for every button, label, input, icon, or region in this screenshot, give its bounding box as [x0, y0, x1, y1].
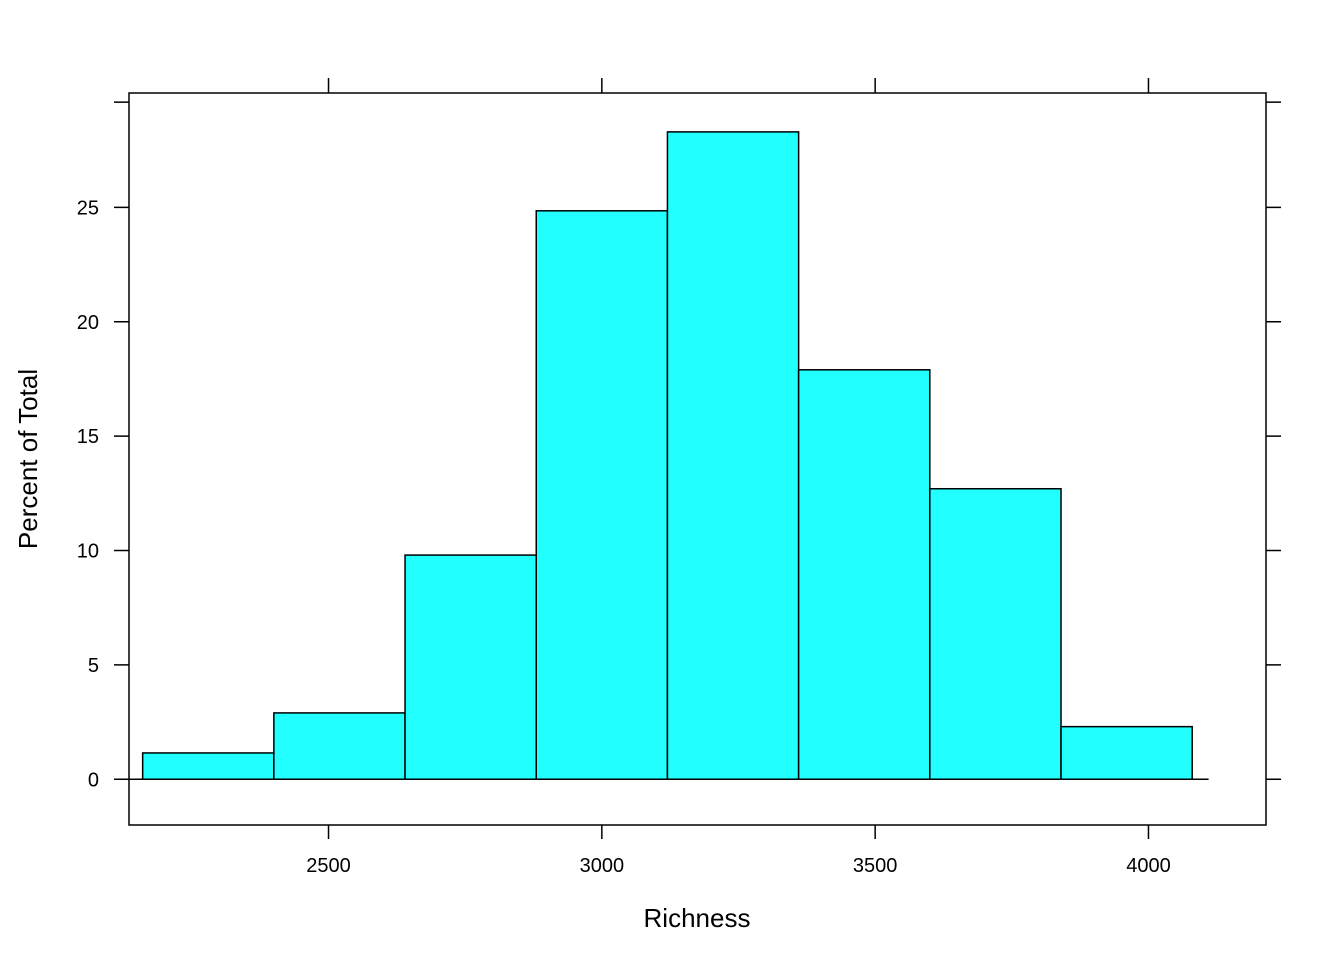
y-tick-label: 25	[77, 197, 99, 219]
y-axis-ticks: 0 5 10 15 20 25	[77, 101, 1281, 791]
histogram-bar	[535, 210, 669, 780]
histogram-bar	[141, 752, 275, 780]
x-tick-label: 2500	[306, 855, 351, 877]
histogram-bar	[1060, 725, 1193, 781]
y-tick-label: 0	[88, 769, 99, 791]
y-tick-label: 5	[88, 655, 99, 677]
x-tick-label: 4000	[1126, 855, 1171, 877]
histogram-bar	[404, 554, 537, 781]
x-axis-title: Richness	[644, 903, 751, 933]
x-tick-label: 3500	[853, 855, 898, 877]
y-tick-label: 10	[77, 541, 99, 563]
histogram-bar	[929, 487, 1062, 780]
y-tick-label: 20	[77, 312, 99, 334]
histogram-bar	[666, 131, 800, 780]
histogram-bar	[797, 369, 931, 780]
bars-group	[141, 131, 1193, 781]
x-tick-label: 3000	[580, 855, 625, 877]
y-tick-label: 15	[77, 426, 99, 448]
plot-frame	[128, 92, 1267, 826]
y-axis-title: Percent of Total	[13, 369, 43, 549]
x-axis-ticks: 2500 3000 3500 4000	[306, 78, 1171, 877]
histogram-bar	[273, 712, 406, 780]
